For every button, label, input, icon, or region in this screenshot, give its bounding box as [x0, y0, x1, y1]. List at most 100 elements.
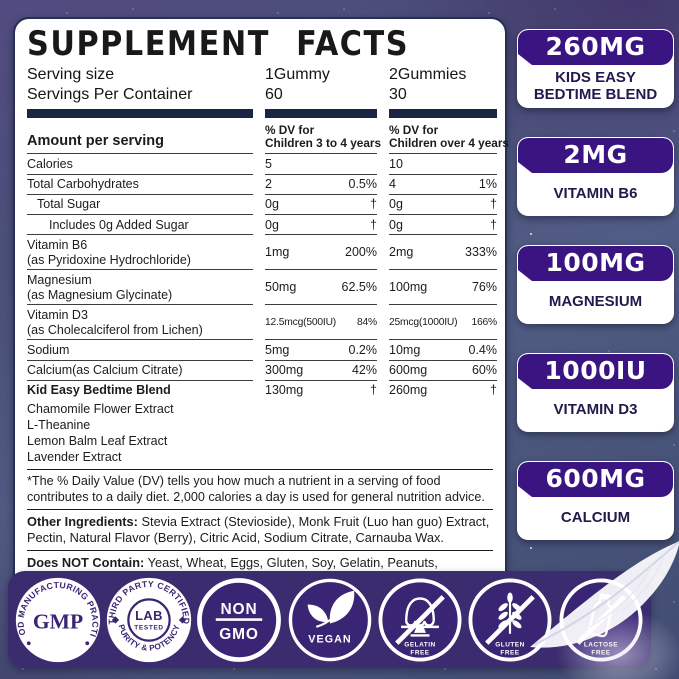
badge-amount: 260MG [518, 30, 673, 65]
svg-text:GMP: GMP [33, 609, 83, 633]
badge-amount: 1000IU [518, 354, 673, 389]
blend-values-col2: 260mg † [389, 383, 497, 398]
nutrient-row: Vitamin B6 (as Pyridoxine Hydrochloride) 1… [27, 235, 497, 271]
nutrient-name: Magnesium (as Magnesium Glycinate) [27, 270, 253, 306]
nutrient-value: 12.5mcg(500IU) 84% [265, 305, 377, 341]
nutrient-value: 50mg 62.5% [265, 270, 377, 306]
nutrient-row: Sodium 5mg 0.2% 10mg 0.4% [27, 340, 497, 361]
gmp-seal: GOOD MANUFACTURING PRACTICE GMP [12, 569, 101, 663]
servings-count-col1: 60 [265, 85, 283, 103]
nutrient-value: 5mg 0.2% [265, 340, 377, 361]
other-ingredients: Other Ingredients: Stevia Extract (Stevi… [27, 509, 493, 549]
nutrient-row: Magnesium (as Magnesium Glycinate) 50mg 62.… [27, 270, 497, 306]
svg-text:FREE: FREE [410, 649, 429, 656]
nutrient-name: Includes 0g Added Sugar [27, 215, 253, 236]
nutrient-rows: Calories 5 10 Total Carbohydrates 2 0.5% 4 1% To… [27, 154, 497, 381]
svg-text:NON: NON [221, 600, 258, 617]
svg-text:FREE: FREE [591, 649, 610, 656]
nutrient-value: 2 0.5% [265, 175, 377, 195]
table-header: Amount per serving % DV for Children 3 t… [27, 121, 509, 155]
gluten-free-seal: GLUTEN FREE [467, 577, 553, 663]
svg-text:GLUTEN: GLUTEN [495, 641, 525, 648]
nutrient-row: Vitamin D3 (as Cholecalciferol from Liche… [27, 305, 497, 341]
nutrient-value: 1mg 200% [265, 235, 377, 271]
divider-bar [27, 109, 253, 119]
benefit-badge: 1000IU VITAMIN D3 [517, 353, 674, 432]
nutrient-row: Includes 0g Added Sugar 0g † 0g † [27, 215, 497, 236]
nutrient-value: 4 1% [389, 175, 497, 195]
column-header-dv2: % DV for Children over 4 years [389, 121, 509, 155]
lactose-free-seal: LACTOSE FREE [558, 577, 644, 663]
nutrient-value: 10mg 0.4% [389, 340, 497, 361]
nutrient-name: Calories [27, 154, 253, 175]
badge-amount: 2MG [518, 138, 673, 173]
nutrient-name: Total Carbohydrates [27, 175, 253, 195]
nutrient-name: Total Sugar [27, 195, 253, 216]
blend-ingredient: Chamomile Flower Extract [27, 401, 174, 416]
svg-text:FREE: FREE [501, 649, 520, 656]
nutrient-name: Sodium [27, 340, 253, 361]
non-gmo-seal: NON GMO [196, 577, 282, 663]
badge-amount: 100MG [518, 246, 673, 281]
nutrient-value: 100mg 76% [389, 270, 497, 306]
svg-text:GELATIN: GELATIN [404, 641, 435, 648]
svg-text:LACTOSE: LACTOSE [583, 641, 617, 648]
benefit-badges-column: 260MG KIDS EASY BEDTIME BLEND 2MG VITAMIN B… [517, 29, 674, 540]
supplement-facts-panel: SUPPLEMENT FACTS Serving size Servings P… [13, 17, 509, 616]
servings-per-container-label: Servings Per Container [27, 85, 193, 103]
nutrient-row: Calcium(as Calcium Citrate) 300mg 42% 600mg… [27, 361, 497, 381]
nutrient-row: Total Sugar 0g † 0g † [27, 195, 497, 216]
nutrient-value: 2mg 333% [389, 235, 497, 271]
svg-text:GMO: GMO [219, 625, 259, 642]
nutrient-row: Total Carbohydrates 2 0.5% 4 1% [27, 175, 497, 195]
serving-info: Serving size Servings Per Container 1Gum… [27, 65, 493, 104]
serving-size-col1: 1Gummy [265, 66, 330, 83]
lab-seal: THIRD PARTY CERTIFIED PURITY & POTENCY L… [106, 577, 192, 663]
serving-size-col2: 2Gummies [389, 66, 467, 83]
nutrient-value: 0g † [389, 195, 497, 216]
daily-value-footnote: *The % Daily Value (DV) tells you how mu… [27, 469, 493, 509]
serving-size-label: Serving size [27, 66, 115, 83]
badge-amount: 600MG [518, 462, 673, 497]
nutrient-value: 0g † [265, 195, 377, 216]
benefit-badge: 100MG MAGNESIUM [517, 245, 674, 324]
nutrient-name: Calcium(as Calcium Citrate) [27, 361, 253, 381]
servings-count-col2: 30 [389, 85, 407, 103]
vegan-seal: VEGAN [287, 577, 373, 663]
nutrient-name: Vitamin B6 (as Pyridoxine Hydrochloride) [27, 235, 253, 271]
blend-ingredient: L-Theanine [27, 417, 91, 432]
divider-bar [389, 109, 497, 119]
certification-seal-bar: GOOD MANUFACTURING PRACTICE GMP THIRD PA… [8, 569, 651, 668]
divider-bars [27, 109, 497, 119]
blend-ingredient: Lemon Balm Leaf Extract [27, 434, 168, 449]
nutrient-value: 0g † [265, 215, 377, 236]
blend-ingredient: Lavender Extract [27, 450, 122, 465]
nutrient-value: 25mcg(1000IU) 166% [389, 305, 497, 341]
nutrient-value: 0g † [389, 215, 497, 236]
nutrient-value: 300mg 42% [265, 361, 377, 381]
badge-label: VITAMIN B6 [553, 185, 638, 203]
column-header-amount: Amount per serving [27, 121, 253, 155]
blend-values-col1: 130mg † [265, 383, 377, 398]
blend-name: Kid Easy Bedtime Blend [27, 383, 171, 398]
badge-label: VITAMIN D3 [553, 401, 638, 419]
nutrient-value: 600mg 60% [389, 361, 497, 381]
badge-label: KIDS EASY BEDTIME BLEND [533, 68, 658, 103]
blend-row: Kid Easy Bedtime Blend 130mg † 260mg † [27, 381, 497, 400]
gelatin-free-seal: GELATIN FREE [377, 577, 463, 663]
svg-text:TESTED: TESTED [134, 624, 164, 631]
svg-text:VEGAN: VEGAN [308, 633, 351, 645]
divider-bar [265, 109, 377, 119]
nutrient-name: Vitamin D3 (as Cholecalciferol from Liche… [27, 305, 253, 341]
nutrient-row: Calories 5 10 [27, 154, 497, 175]
badge-label: CALCIUM [560, 509, 631, 527]
benefit-badge: 600MG CALCIUM [517, 461, 674, 540]
benefit-badge: 2MG VITAMIN B6 [517, 137, 674, 216]
benefit-badge: 260MG KIDS EASY BEDTIME BLEND [517, 29, 674, 108]
panel-title: SUPPLEMENT FACTS [27, 24, 410, 65]
column-header-dv1: % DV for Children 3 to 4 years [265, 121, 381, 155]
svg-text:LAB: LAB [135, 608, 163, 623]
blend-ingredient-list: Chamomile Flower Extract L-Theanine Lemon … [27, 400, 493, 469]
nutrient-value: 10 [389, 154, 497, 175]
